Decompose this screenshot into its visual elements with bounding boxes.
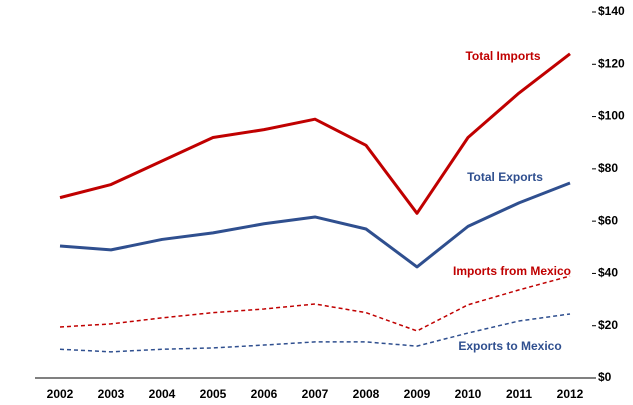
series-label: Total Imports <box>465 49 540 63</box>
y-tick-label: $0 <box>598 370 612 384</box>
y-tick-label: $100 <box>598 109 625 123</box>
series-line <box>59 275 571 332</box>
x-tick-label: 2008 <box>353 387 380 401</box>
series-line <box>59 52 571 215</box>
x-tick-label: 2011 <box>506 387 532 401</box>
x-tick-label: 2010 <box>455 387 482 401</box>
x-tick-label: 2005 <box>200 387 227 401</box>
y-tick-label: $40 <box>598 266 618 280</box>
series-label: Exports to Mexico <box>458 339 561 353</box>
x-tick-label: 2012 <box>557 387 584 401</box>
x-tick-label: 2009 <box>404 387 431 401</box>
series-line <box>59 181 571 269</box>
y-tick-label: $60 <box>598 213 618 227</box>
y-tick-label: $120 <box>598 56 625 70</box>
series-label: Imports from Mexico <box>453 264 571 278</box>
series-label: Total Exports <box>467 170 543 184</box>
y-tick-label: $80 <box>598 161 618 175</box>
y-tick-label: $20 <box>598 318 618 332</box>
x-tick-label: 2003 <box>98 387 125 401</box>
x-tick-label: 2004 <box>149 387 176 401</box>
series-line <box>59 313 571 353</box>
x-tick-label: 2002 <box>47 387 74 401</box>
x-tick-label: 2006 <box>251 387 278 401</box>
x-tick-label: 2007 <box>302 387 329 401</box>
y-tick-label: $140 <box>598 4 625 18</box>
